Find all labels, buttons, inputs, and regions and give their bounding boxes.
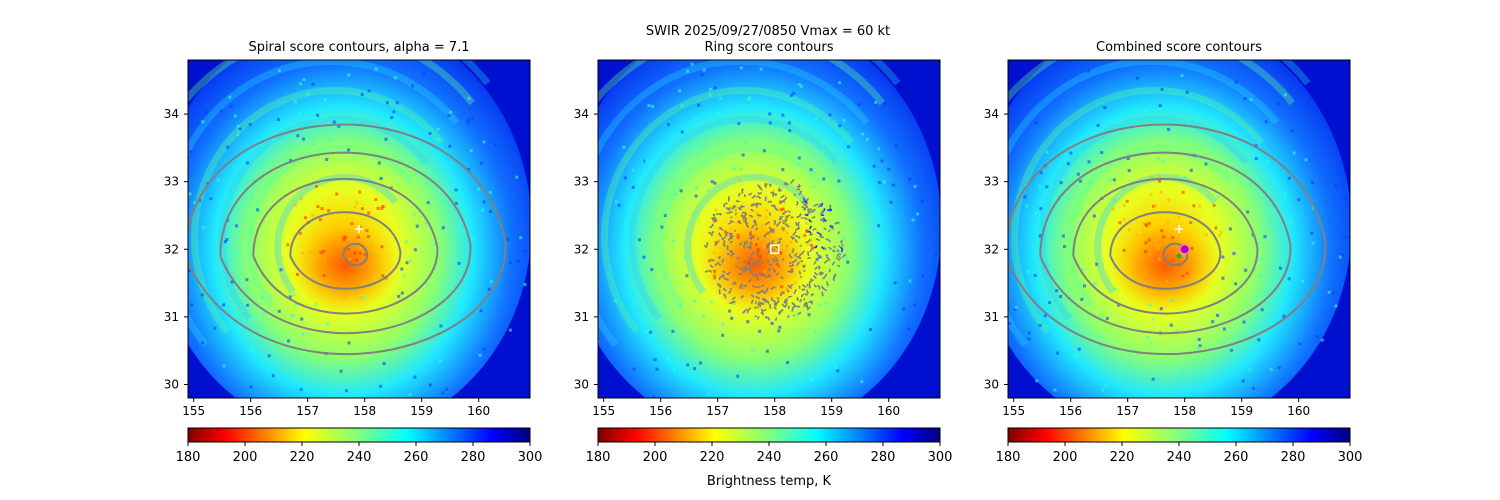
x-tick-label: 155 — [182, 404, 205, 418]
colorbar: 180 200 220 240 260 280 300 — [586, 427, 953, 465]
y-tick-label: 30 — [164, 377, 179, 391]
x-tick-label: 158 — [1173, 404, 1196, 418]
colorbar-tick-label: 260 — [404, 450, 429, 465]
brightness-image — [188, 60, 530, 398]
x-tick-label: 156 — [239, 404, 262, 418]
colorbar-tick-label: 300 — [928, 450, 953, 465]
x-tick-label: 157 — [296, 404, 319, 418]
colorbar: 180 200 220 240 260 280 300 — [996, 427, 1363, 465]
suptitle: SWIR 2025/09/27/0850 Vmax = 60 kt — [646, 24, 890, 39]
colorbar-tick-label: 220 — [290, 450, 315, 465]
colorbar-tick-label: 260 — [1224, 450, 1249, 465]
y-tick-label: 30 — [574, 377, 589, 391]
panel-title: Combined score contours — [1096, 40, 1262, 55]
axes-frame — [1007, 59, 1351, 399]
colorbar-tick-label: 240 — [757, 450, 782, 465]
score-contours — [1008, 123, 1327, 355]
y-tick-label: 33 — [984, 175, 999, 189]
y-tick-label: 34 — [574, 107, 589, 121]
colorbar-tick-label: 220 — [1110, 450, 1135, 465]
colorbar-tick-label: 220 — [700, 450, 725, 465]
x-tick-label: 157 — [1116, 404, 1139, 418]
colorbar-tick-label: 180 — [176, 450, 201, 465]
colorbar-tick-label: 240 — [1167, 450, 1192, 465]
colorbar-tick-label: 200 — [233, 450, 258, 465]
x-tick-label: 160 — [1287, 404, 1310, 418]
x-tick-label: 155 — [1002, 404, 1025, 418]
y-tick-label: 31 — [984, 310, 999, 324]
y-tick-label: 30 — [984, 377, 999, 391]
brightness-image — [1008, 60, 1350, 398]
colorbar-tick-label: 240 — [347, 450, 372, 465]
y-tick-label: 33 — [164, 175, 179, 189]
colorbar-tick-label: 200 — [1053, 450, 1078, 465]
axes-frame — [597, 59, 941, 399]
y-tick-label: 34 — [164, 107, 179, 121]
combined-center-dot — [1179, 244, 1190, 255]
colorbar-gradient — [1007, 427, 1351, 443]
x-tick-label: 160 — [877, 404, 900, 418]
x-tick-label: 156 — [1059, 404, 1082, 418]
y-tick-label: 31 — [164, 310, 179, 324]
alt-center-dot — [1176, 253, 1182, 259]
colorbar-tick-label: 280 — [871, 450, 896, 465]
colorbar: 180 200 220 240 260 280 300 — [176, 427, 543, 465]
panel-title: Ring score contours — [704, 40, 833, 55]
x-tick-label: 156 — [649, 404, 672, 418]
x-tick-label: 155 — [592, 404, 615, 418]
colorbar-gradient — [597, 427, 941, 443]
y-tick-label: 32 — [164, 242, 179, 256]
y-tick-label: 31 — [574, 310, 589, 324]
colorbar-tick-label: 260 — [814, 450, 839, 465]
first-guess-cross — [1175, 225, 1183, 233]
ring-center-square — [769, 244, 780, 255]
colorbar-tick-label: 280 — [461, 450, 486, 465]
score-contours — [188, 123, 507, 355]
x-tick-label: 159 — [1230, 404, 1253, 418]
panel-2: Ring score contours 155 156 157 158 159 160 30 3… — [574, 40, 953, 465]
colorbar-tick-label: 280 — [1281, 450, 1306, 465]
y-tick-label: 34 — [984, 107, 999, 121]
x-tick-label: 158 — [763, 404, 786, 418]
colorbar-tick-label: 300 — [518, 450, 543, 465]
score-contours — [703, 178, 847, 321]
panel-title: Spiral score contours, alpha = 7.1 — [248, 40, 469, 55]
colorbar-tick-label: 180 — [586, 450, 611, 465]
brightness-image — [598, 60, 940, 398]
y-tick-label: 32 — [574, 242, 589, 256]
x-tick-label: 160 — [467, 404, 490, 418]
colorbar-tick-label: 300 — [1338, 450, 1363, 465]
axes-frame — [187, 59, 531, 399]
y-tick-label: 32 — [984, 242, 999, 256]
x-tick-label: 159 — [820, 404, 843, 418]
colorbar-gradient — [187, 427, 531, 443]
x-tick-label: 159 — [410, 404, 433, 418]
colorbar-tick-label: 200 — [643, 450, 668, 465]
y-tick-label: 33 — [574, 175, 589, 189]
x-tick-label: 157 — [706, 404, 729, 418]
panels: Spiral score contours, alpha = 7.1 155 156… — [164, 40, 1363, 465]
first-guess-cross — [355, 225, 363, 233]
x-tick-label: 158 — [353, 404, 376, 418]
colorbar-label: Brightness temp, K — [707, 474, 832, 489]
colorbar-tick-label: 180 — [996, 450, 1021, 465]
panel-1: Spiral score contours, alpha = 7.1 155 156… — [164, 40, 543, 465]
panel-3: Combined score contours 155 156 157 158 159 16… — [984, 40, 1363, 465]
